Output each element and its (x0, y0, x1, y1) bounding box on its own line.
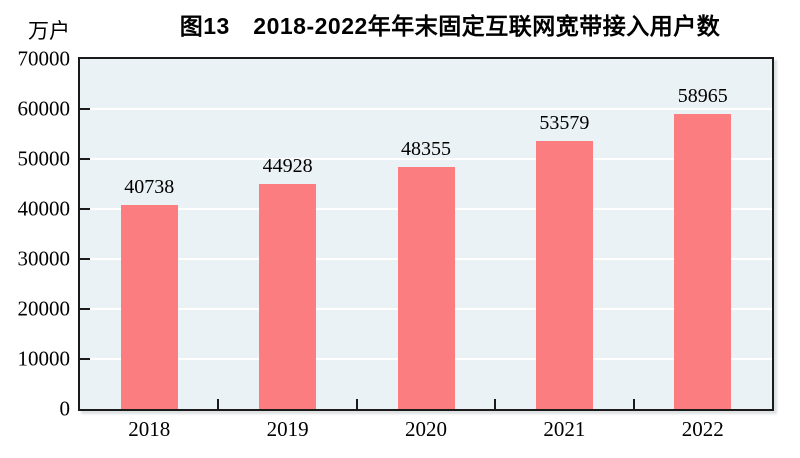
x-tick-label: 2020 (404, 417, 447, 441)
y-tick-label: 0 (59, 396, 71, 421)
bar-value-label: 44928 (262, 155, 313, 178)
plot-area: 40738 44928 48355 53579 58965 (78, 57, 774, 411)
chart-title: 图13 2018-2022年年末固定互联网宽带接入用户数 (179, 13, 721, 39)
gridline (80, 158, 772, 160)
bar-value-label: 53579 (539, 112, 590, 135)
bar-value-label: 40738 (124, 176, 175, 199)
y-tick (80, 258, 90, 260)
x-tick-label: 2021 (543, 417, 586, 441)
x-tick (217, 399, 220, 409)
bar (120, 205, 178, 409)
bar (397, 167, 455, 409)
x-tick (355, 399, 358, 409)
x-tick (632, 399, 635, 409)
y-tick (80, 358, 90, 360)
y-tick (80, 208, 90, 210)
y-tick-label: 50000 (17, 146, 71, 171)
y-tick-label: 70000 (17, 46, 71, 71)
bar (535, 141, 593, 409)
bar-value-label: 58965 (677, 85, 728, 108)
y-axis-tick-labels: 0 10000 20000 30000 40000 50000 60000 70000 (0, 48, 71, 419)
x-tick-label: 2018 (128, 417, 171, 441)
bar (674, 114, 732, 409)
y-tick (80, 308, 90, 310)
x-tick-label: 2019 (266, 417, 309, 441)
y-tick (80, 108, 90, 110)
y-tick-label: 60000 (17, 96, 71, 121)
y-axis-unit-label: 万户 (28, 20, 70, 43)
bar-value-label: 48355 (400, 138, 451, 161)
gridline (80, 108, 772, 110)
x-tick-label: 2022 (681, 417, 724, 441)
y-tick-label: 10000 (17, 346, 71, 371)
bar (259, 184, 317, 409)
y-tick-label: 40000 (17, 196, 71, 221)
y-tick-label: 30000 (17, 246, 71, 271)
y-tick-label: 20000 (17, 296, 71, 321)
x-axis-tick-labels: 2018 2019 2020 2021 2022 (80, 417, 772, 447)
x-tick (494, 399, 497, 409)
y-tick (80, 158, 90, 160)
